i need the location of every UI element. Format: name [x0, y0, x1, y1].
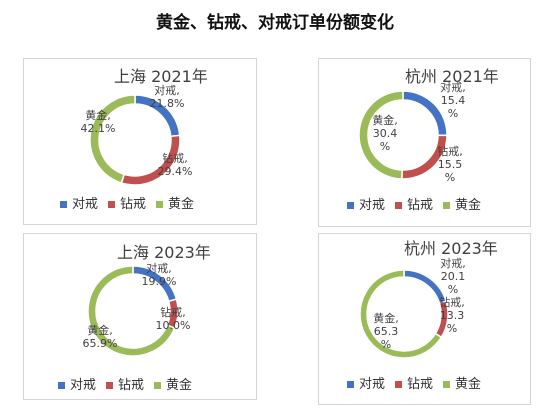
- slice-huangjin: [359, 269, 443, 359]
- legend-item: 对戒: [58, 378, 96, 393]
- legend-label: 黄金: [166, 378, 193, 393]
- legend-item: 对戒: [347, 377, 385, 392]
- legend-swatch: [395, 202, 403, 209]
- legend-item: 对戒: [347, 198, 385, 213]
- data-label: 钻戒, 15.5%: [437, 144, 463, 184]
- legend-label: 对戒: [359, 198, 386, 213]
- legend: 对戒 钻戒 黄金: [347, 194, 491, 213]
- chart-title: 上海 2023年: [117, 243, 211, 262]
- chart-title: 杭州 2023年: [404, 239, 498, 258]
- legend-item: 黄金: [443, 198, 481, 213]
- slice-huangjin: [87, 265, 176, 357]
- chart-title: 上海 2021年: [114, 67, 208, 86]
- legend-label: 黄金: [168, 197, 195, 212]
- legend-item: 钻戒: [395, 198, 433, 213]
- legend-item: 黄金: [154, 378, 192, 393]
- data-label: 黄金, 30.4%: [372, 113, 398, 153]
- data-label: 对戒, 19.9%: [142, 261, 177, 288]
- panel-hangzhou-2021: 杭州 2021年 对戒, 15.4% 钻戒, 15.5% 黄金, 30.4% 对戒 钻戒 黄金: [318, 58, 531, 227]
- legend: 对戒 钻戒 黄金: [60, 193, 204, 212]
- legend-item: 对戒: [60, 197, 98, 212]
- panel-shanghai-2021: 上海 2021年 对戒, 21.8% 钻戒, 29.4% 黄金, 42.1% 对戒 钻戒 黄金: [23, 58, 257, 225]
- page-title: 黄金、钻戒、对戒订单份额变化: [156, 13, 394, 33]
- legend-label: 钻戒: [120, 197, 147, 212]
- legend-swatch: [106, 382, 114, 389]
- slice-huangjin: [89, 94, 136, 184]
- legend-swatch: [154, 382, 162, 389]
- legend-item: 黄金: [443, 377, 481, 392]
- data-label: 钻戒, 10.0%: [156, 305, 191, 332]
- legend-label: 钻戒: [118, 378, 145, 393]
- legend-swatch: [156, 201, 164, 208]
- data-label: 对戒, 15.4%: [440, 80, 466, 120]
- legend-item: 钻戒: [108, 197, 146, 212]
- legend-swatch: [443, 381, 451, 388]
- legend-swatch: [108, 201, 116, 208]
- legend-item: 钻戒: [106, 378, 144, 393]
- data-label: 黄金, 65.3%: [373, 311, 399, 351]
- legend-swatch: [347, 202, 354, 209]
- legend-swatch: [58, 382, 65, 389]
- legend-swatch: [347, 381, 354, 388]
- panel-shanghai-2023: 上海 2023年 对戒, 19.9% 钻戒, 10.0% 黄金, 65.9% 对戒 钻戒 黄金: [23, 233, 257, 400]
- data-label: 对戒, 20.1%: [440, 256, 466, 296]
- legend-label: 对戒: [72, 197, 99, 212]
- data-label: 钻戒, 13.3%: [439, 295, 465, 335]
- chart-title: 杭州 2021年: [405, 67, 499, 86]
- legend-label: 钻戒: [407, 198, 434, 213]
- data-label: 黄金, 65.9%: [83, 323, 118, 350]
- legend: 对戒 钻戒 黄金: [58, 374, 202, 393]
- legend-swatch: [443, 202, 451, 209]
- data-label: 黄金, 42.1%: [81, 108, 116, 135]
- legend-swatch: [60, 201, 67, 208]
- panel-hangzhou-2023: 杭州 2023年 对戒, 20.1% 钻戒, 13.3% 黄金, 65.3% 对戒 钻戒 黄金: [318, 233, 531, 405]
- legend-label: 黄金: [455, 377, 482, 392]
- legend-item: 钻戒: [395, 377, 433, 392]
- legend-item: 黄金: [156, 197, 194, 212]
- slice-huangjin: [358, 90, 404, 180]
- legend-label: 黄金: [455, 198, 482, 213]
- data-label: 对戒, 21.8%: [150, 83, 185, 110]
- legend-label: 钻戒: [407, 377, 434, 392]
- legend: 对戒 钻戒 黄金: [347, 373, 491, 392]
- legend-label: 对戒: [70, 378, 97, 393]
- data-label: 钻戒, 29.4%: [158, 151, 193, 178]
- legend-label: 对戒: [359, 377, 386, 392]
- legend-swatch: [395, 381, 403, 388]
